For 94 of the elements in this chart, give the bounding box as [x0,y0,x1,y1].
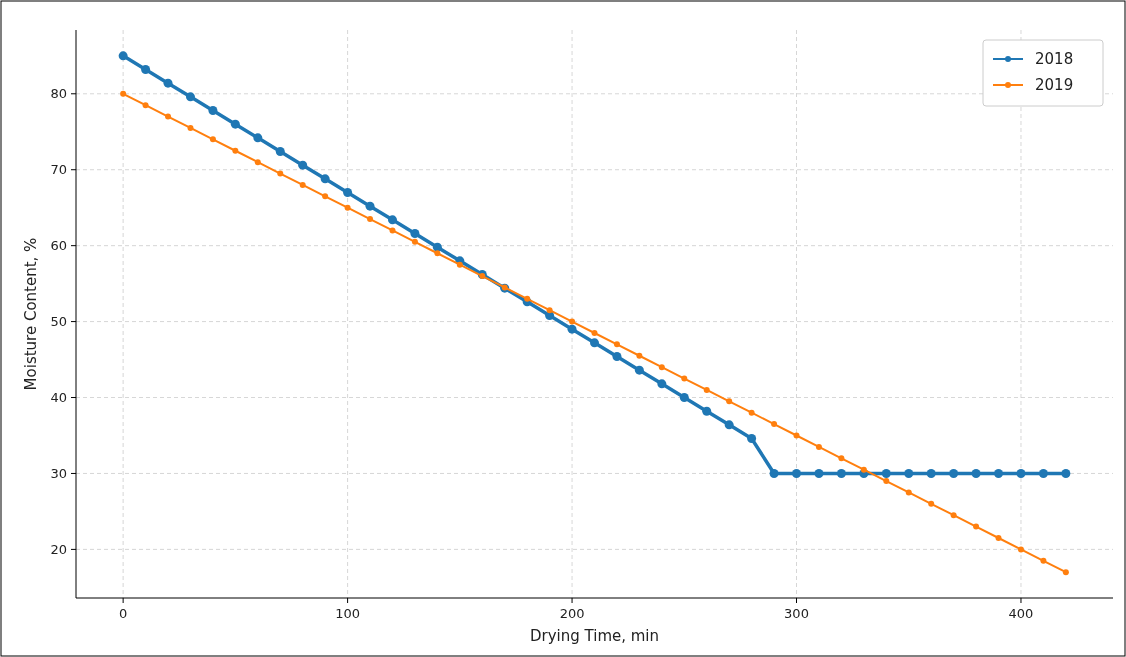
point [387,215,397,225]
point [658,364,665,371]
point [748,409,755,416]
y-tick-label: 30 [50,465,67,481]
point [726,398,733,405]
point [1017,546,1024,553]
point [163,78,173,88]
point [792,468,802,478]
point [567,324,577,334]
point [769,468,779,478]
point [120,90,127,97]
point [411,238,418,245]
point [432,242,442,252]
point [926,468,936,478]
point [524,295,531,302]
point [679,393,689,403]
legend-label: 2019 [1035,76,1074,94]
point [254,159,261,166]
point [187,124,194,131]
point [253,133,263,143]
point [657,379,667,389]
point [1061,468,1071,478]
point [1062,569,1069,576]
point [1038,468,1048,478]
point [904,468,914,478]
x-tick-label: 100 [335,606,361,621]
point [343,188,353,197]
x-tick-label: 200 [559,606,585,621]
point [298,160,308,170]
point [434,250,441,257]
point [703,386,710,393]
point [320,174,330,184]
x-tick-label: 300 [784,606,809,621]
point [344,204,351,211]
point [590,338,599,348]
point [994,468,1004,478]
point [793,432,800,439]
point [636,352,643,359]
y-tick-label: 80 [50,86,67,102]
point [165,113,172,120]
point [208,105,218,115]
point [456,261,463,268]
point [365,201,375,211]
point [410,229,420,239]
point [814,468,824,478]
point [724,420,734,430]
point [141,64,151,74]
point [209,136,216,143]
point [612,352,622,362]
x-tick-label: 0 [119,606,128,621]
x-axis-title: Drying Time, min [529,627,660,645]
point [299,181,306,188]
point [815,443,822,450]
point [367,216,374,223]
point [232,147,239,154]
point [838,455,845,462]
point [118,51,128,61]
point [950,512,957,519]
point [836,468,846,478]
point [883,478,890,485]
point [277,170,284,177]
y-axis-title: Moisture Content, % [22,237,40,391]
point [747,434,757,444]
point [634,365,644,375]
point [771,421,778,428]
y-tick-label: 40 [50,390,67,406]
legend-label: 2018 [1035,50,1074,68]
y-tick-label: 70 [50,162,67,178]
point [322,193,329,200]
point [1016,468,1026,478]
point [546,307,553,314]
point [389,227,396,234]
y-tick-label: 60 [50,238,67,254]
y-tick-label: 20 [50,541,67,557]
point [905,489,912,496]
point [928,500,935,507]
point [142,102,149,109]
point [971,468,981,478]
point [613,341,620,348]
point [275,147,285,156]
point [185,92,195,102]
y-tick-label: 50 [50,314,67,330]
point [681,375,688,382]
point [569,318,576,325]
point [973,523,980,530]
point [860,466,867,473]
point [995,535,1002,542]
x-tick-label: 400 [1008,606,1034,621]
point [591,329,598,336]
point [230,119,240,129]
point [949,468,959,478]
point [881,468,891,478]
point [1040,557,1047,564]
point [702,406,712,416]
